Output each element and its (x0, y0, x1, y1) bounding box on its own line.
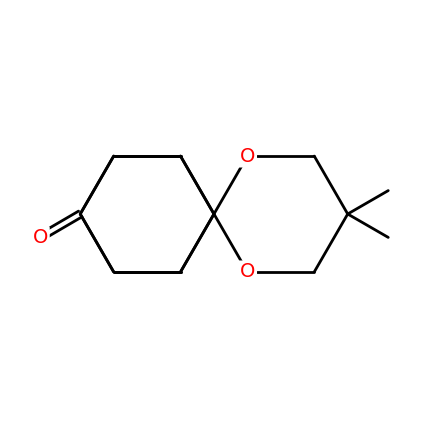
Text: O: O (32, 228, 48, 247)
Text: O: O (240, 147, 255, 166)
Text: O: O (240, 262, 255, 281)
